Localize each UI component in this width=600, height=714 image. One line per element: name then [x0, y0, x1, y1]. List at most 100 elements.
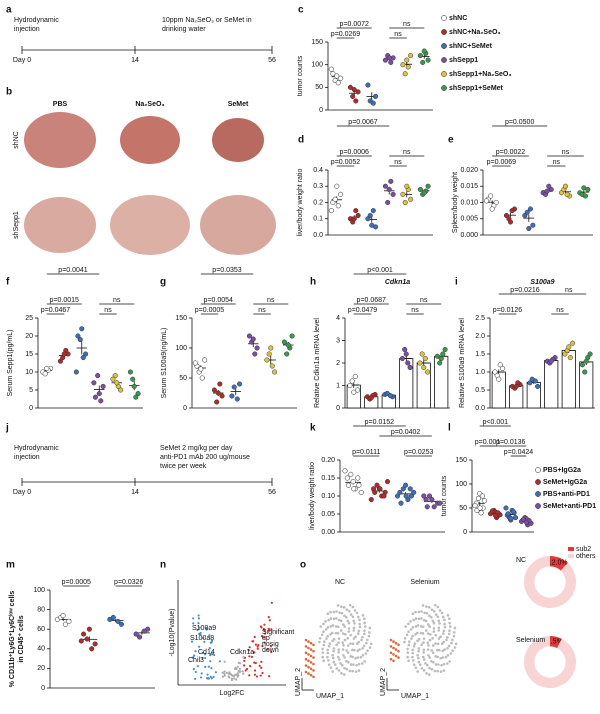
umap-dot: [357, 629, 361, 633]
data-point: [564, 191, 570, 197]
volcano-dot: [243, 659, 246, 662]
umap-dot: [340, 605, 343, 608]
umap-dot: [366, 649, 369, 652]
umap-dot: [417, 647, 421, 650]
data-point: [421, 48, 427, 54]
data-point: [338, 75, 344, 81]
data-point: [370, 208, 376, 214]
umap-dot: [411, 625, 415, 629]
umap-dot: [427, 623, 430, 626]
data-point: [402, 346, 408, 353]
volcano-dot: [266, 648, 269, 651]
data-point: [582, 193, 588, 199]
umap-dot: [349, 613, 353, 616]
umap-dot: [431, 644, 435, 647]
data-point: [587, 351, 593, 357]
data-point: [425, 369, 431, 375]
umap-dot: [422, 641, 425, 644]
umap-dot: [309, 673, 313, 677]
volcano-dot: [223, 660, 226, 663]
umap-dot: [417, 617, 421, 621]
umap-dot: [335, 643, 338, 647]
data-point: [417, 186, 423, 193]
umap-dot: [392, 640, 395, 643]
volcano-dot: [218, 660, 221, 663]
umap-dot: [312, 656, 315, 659]
data-point: [350, 479, 356, 485]
donut-slice: [550, 636, 562, 649]
y-tick-label: 0.020: [460, 167, 478, 174]
data-point: [353, 208, 359, 214]
timeline-day: 56: [268, 489, 276, 496]
volcano-dot: [260, 634, 264, 638]
umap-dot: [309, 667, 313, 671]
umap-dot: [349, 633, 352, 637]
timeline-text: Hydrodynamic: [14, 17, 59, 24]
umap-dot: [349, 655, 352, 658]
umap-dot: [344, 633, 347, 636]
umap-dot: [448, 660, 452, 663]
umap-dot: [339, 619, 343, 623]
umap-dot: [327, 618, 330, 622]
data-point: [425, 57, 431, 63]
bracket-label: ns: [104, 307, 112, 314]
umap-dot: [426, 641, 430, 645]
umap-dot: [336, 604, 340, 607]
bracket-label: p=0.0111: [352, 449, 380, 456]
umap-dot: [438, 648, 441, 652]
data-point: [402, 199, 408, 206]
volcano-dot: [238, 667, 241, 670]
data-point: [562, 351, 568, 357]
data-point: [420, 59, 426, 65]
umap-dot: [322, 630, 325, 634]
volcano-dot: [223, 674, 226, 677]
data-point: [434, 353, 440, 359]
volcano-dot: [268, 675, 271, 678]
data-point: [405, 360, 411, 366]
umap-dot: [358, 625, 362, 629]
umap-dot: [343, 656, 346, 659]
umap-dot: [440, 663, 443, 667]
volcano-dot: [254, 643, 258, 646]
data-point: [438, 355, 444, 362]
umap-dot: [453, 646, 457, 649]
volcano-dot: [225, 671, 229, 674]
donut-slice: [550, 556, 568, 571]
bracket-label: ns: [394, 31, 402, 38]
panel-letter: e: [448, 135, 454, 146]
umap-dot: [326, 648, 329, 652]
data-point: [429, 497, 435, 503]
umap-dot: [339, 629, 343, 632]
data-point: [372, 489, 378, 495]
umap-dot: [331, 624, 335, 627]
data-point: [397, 489, 403, 495]
legend-label: nosig: [262, 641, 279, 648]
liver-photos: [24, 100, 294, 265]
umap-dot: [329, 617, 333, 620]
umap-dot: [341, 648, 345, 651]
umap-dot: [416, 653, 419, 657]
umap-dot: [432, 609, 436, 613]
umap-dot: [422, 637, 426, 640]
liver: [200, 195, 276, 255]
umap-dot: [338, 611, 341, 615]
legend-marker: [441, 29, 447, 35]
umap-dot: [312, 649, 315, 653]
umap-dot: [425, 672, 428, 675]
umap-dot: [365, 641, 368, 645]
y-tick-label: 0: [183, 405, 187, 412]
umap-dot: [427, 644, 430, 647]
umap-dot: [342, 623, 345, 626]
umap-dot: [424, 662, 427, 665]
umap-dot: [347, 609, 351, 613]
umap-dot: [335, 667, 339, 670]
umap-dot: [352, 629, 356, 632]
umap-dot: [363, 617, 366, 621]
umap-dot: [312, 669, 315, 672]
umap-dot: [411, 651, 415, 655]
data-point: [330, 71, 336, 77]
umap-dot: [430, 659, 433, 663]
data-point: [385, 199, 391, 206]
umap-dot: [341, 632, 345, 635]
volcano-dot: [260, 626, 263, 629]
